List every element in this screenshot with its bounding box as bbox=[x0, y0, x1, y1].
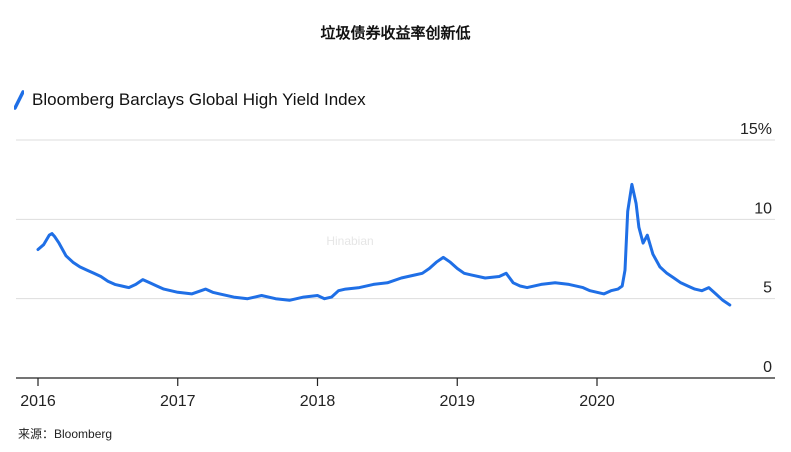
chart-title: 垃圾债券收益率创新低 bbox=[320, 25, 471, 42]
watermark: Hinabian bbox=[326, 234, 373, 248]
source-note: 来源：Bloomberg bbox=[18, 427, 113, 441]
x-tick-label: 2018 bbox=[300, 393, 336, 410]
legend-swatch bbox=[14, 90, 24, 110]
series-line bbox=[36, 182, 732, 307]
x-tick-label: 2016 bbox=[20, 393, 56, 410]
legend: Bloomberg Barclays Global High Yield Ind… bbox=[14, 88, 366, 112]
x-tick-label: 2019 bbox=[439, 393, 475, 410]
x-tick-label: 2017 bbox=[160, 393, 196, 410]
y-tick-label: 10 bbox=[754, 200, 772, 217]
x-tick-label: 2020 bbox=[579, 393, 615, 410]
y-tick-label: 15% bbox=[740, 121, 772, 138]
legend-label: Bloomberg Barclays Global High Yield Ind… bbox=[32, 90, 366, 109]
y-tick-label: 0 bbox=[763, 359, 772, 376]
y-tick-label: 5 bbox=[763, 280, 772, 297]
